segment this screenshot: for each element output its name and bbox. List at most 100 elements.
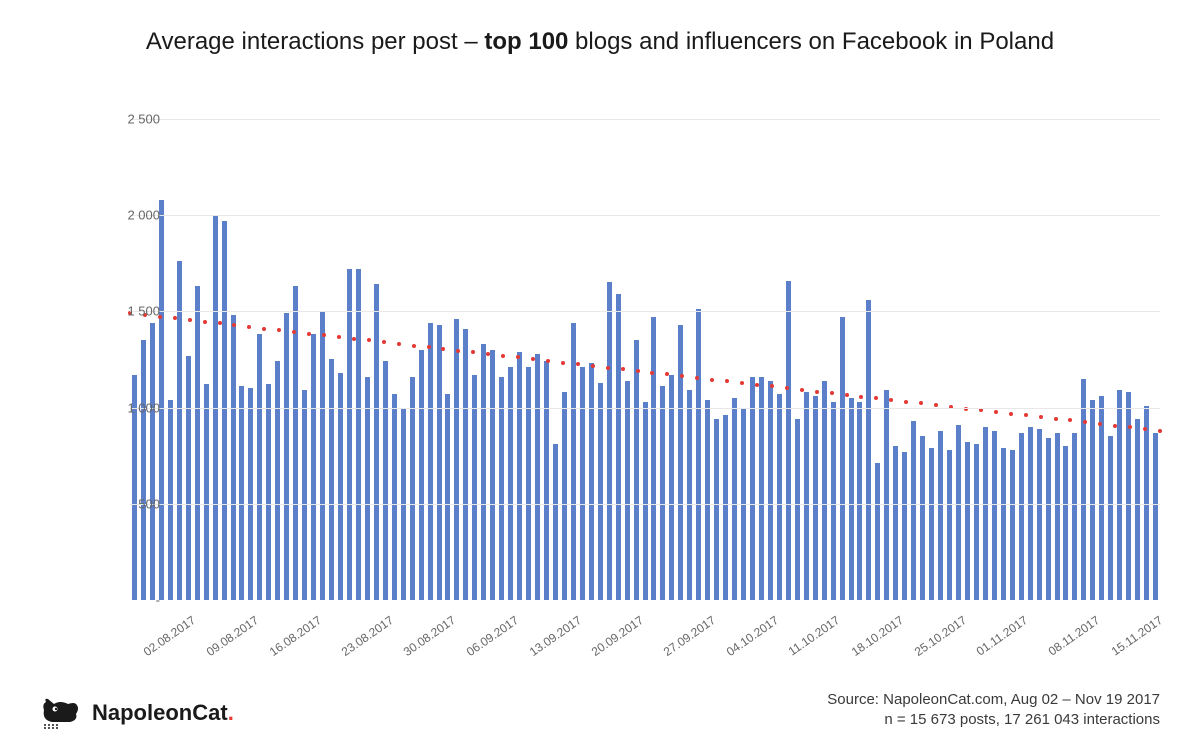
bar (526, 367, 531, 600)
bar (911, 421, 916, 600)
bar (1019, 433, 1024, 600)
trend-dot (994, 410, 998, 414)
bar (607, 282, 612, 600)
bar (902, 452, 907, 600)
bar (956, 425, 961, 600)
source-line-2: n = 15 673 posts, 17 261 043 interaction… (827, 710, 1160, 730)
trend-dot (427, 345, 431, 349)
trend-dot (740, 381, 744, 385)
bar (275, 361, 280, 600)
trend-dot (859, 395, 863, 399)
bar (231, 315, 236, 600)
trend-dot (755, 383, 759, 387)
bar (1001, 448, 1006, 600)
bar (1108, 436, 1113, 600)
grid-line (130, 215, 1160, 216)
trend-dot (456, 349, 460, 353)
x-tick-label: 02.08.2017 (141, 613, 198, 659)
bar (1028, 427, 1033, 600)
bar (248, 388, 253, 600)
bar (1090, 400, 1095, 600)
bar (374, 284, 379, 600)
bar (929, 448, 934, 600)
trend-dot (1098, 422, 1102, 426)
trend-dot (650, 371, 654, 375)
trend-dot (486, 352, 490, 356)
bar (410, 377, 415, 600)
title-bold: top 100 (484, 28, 568, 55)
trend-dot (785, 386, 789, 390)
trend-dot (665, 372, 669, 376)
bar (795, 419, 800, 600)
x-tick-label: 18.10.2017 (849, 613, 906, 659)
trend-dot (591, 364, 595, 368)
bar (320, 311, 325, 600)
trend-dot (1128, 425, 1132, 429)
grid-line (130, 408, 1160, 409)
x-tick-label: 09.08.2017 (204, 613, 261, 659)
trend-dot (501, 354, 505, 358)
bar (1153, 433, 1158, 600)
bar (866, 300, 871, 600)
bar (974, 444, 979, 600)
trend-dot (1113, 424, 1117, 428)
trend-dot (262, 327, 266, 331)
bar (696, 309, 701, 600)
bar (580, 367, 585, 600)
trend-dot (1068, 418, 1072, 422)
trend-dot (815, 390, 819, 394)
trend-dot (173, 316, 177, 320)
bar (768, 381, 773, 600)
y-tick-label: 1 500 (100, 304, 160, 319)
bar (938, 431, 943, 600)
trend-dot (934, 403, 938, 407)
bar (186, 356, 191, 600)
trend-dot (710, 378, 714, 382)
trend-dot (218, 321, 222, 325)
trend-dot (247, 325, 251, 329)
bar (705, 400, 710, 600)
bar (419, 350, 424, 600)
trend-dot (770, 384, 774, 388)
x-tick-label: 13.09.2017 (526, 613, 583, 659)
bar (1126, 392, 1131, 600)
bar (168, 400, 173, 600)
trend-dot (725, 379, 729, 383)
trend-dot (874, 396, 878, 400)
trend-dot (367, 338, 371, 342)
bar (195, 286, 200, 600)
trend-dot (1054, 417, 1058, 421)
bar (660, 386, 665, 600)
trend-dot (1024, 413, 1028, 417)
bar (544, 361, 549, 600)
bar (840, 317, 845, 600)
y-tick-label: 2 500 (100, 111, 160, 126)
trend-dot (516, 355, 520, 359)
trend-dot (576, 362, 580, 366)
trend-dot (531, 357, 535, 361)
chart-container: Average interactions per post – top 100 … (0, 0, 1200, 750)
y-tick-label: 500 (100, 496, 160, 511)
bar (857, 402, 862, 600)
x-axis-labels: 02.08.201709.08.201716.08.201723.08.2017… (130, 605, 1160, 685)
bar (831, 402, 836, 600)
bar (266, 384, 271, 600)
bar (1081, 379, 1086, 600)
bar (777, 394, 782, 600)
trend-dot (382, 340, 386, 344)
bar (472, 375, 477, 600)
chart-title: Average interactions per post – top 100 … (0, 0, 1200, 56)
trend-dot (979, 408, 983, 412)
bar (383, 361, 388, 600)
bar (1063, 446, 1068, 600)
bar (714, 419, 719, 600)
bar (822, 381, 827, 600)
grid-line (130, 311, 1160, 312)
trend-dot (1158, 429, 1162, 433)
bar (786, 281, 791, 600)
trend-dot (441, 347, 445, 351)
trend-dot (1143, 427, 1147, 431)
bar (651, 317, 656, 600)
trend-dot (800, 388, 804, 392)
x-tick-label: 11.10.2017 (786, 613, 843, 658)
